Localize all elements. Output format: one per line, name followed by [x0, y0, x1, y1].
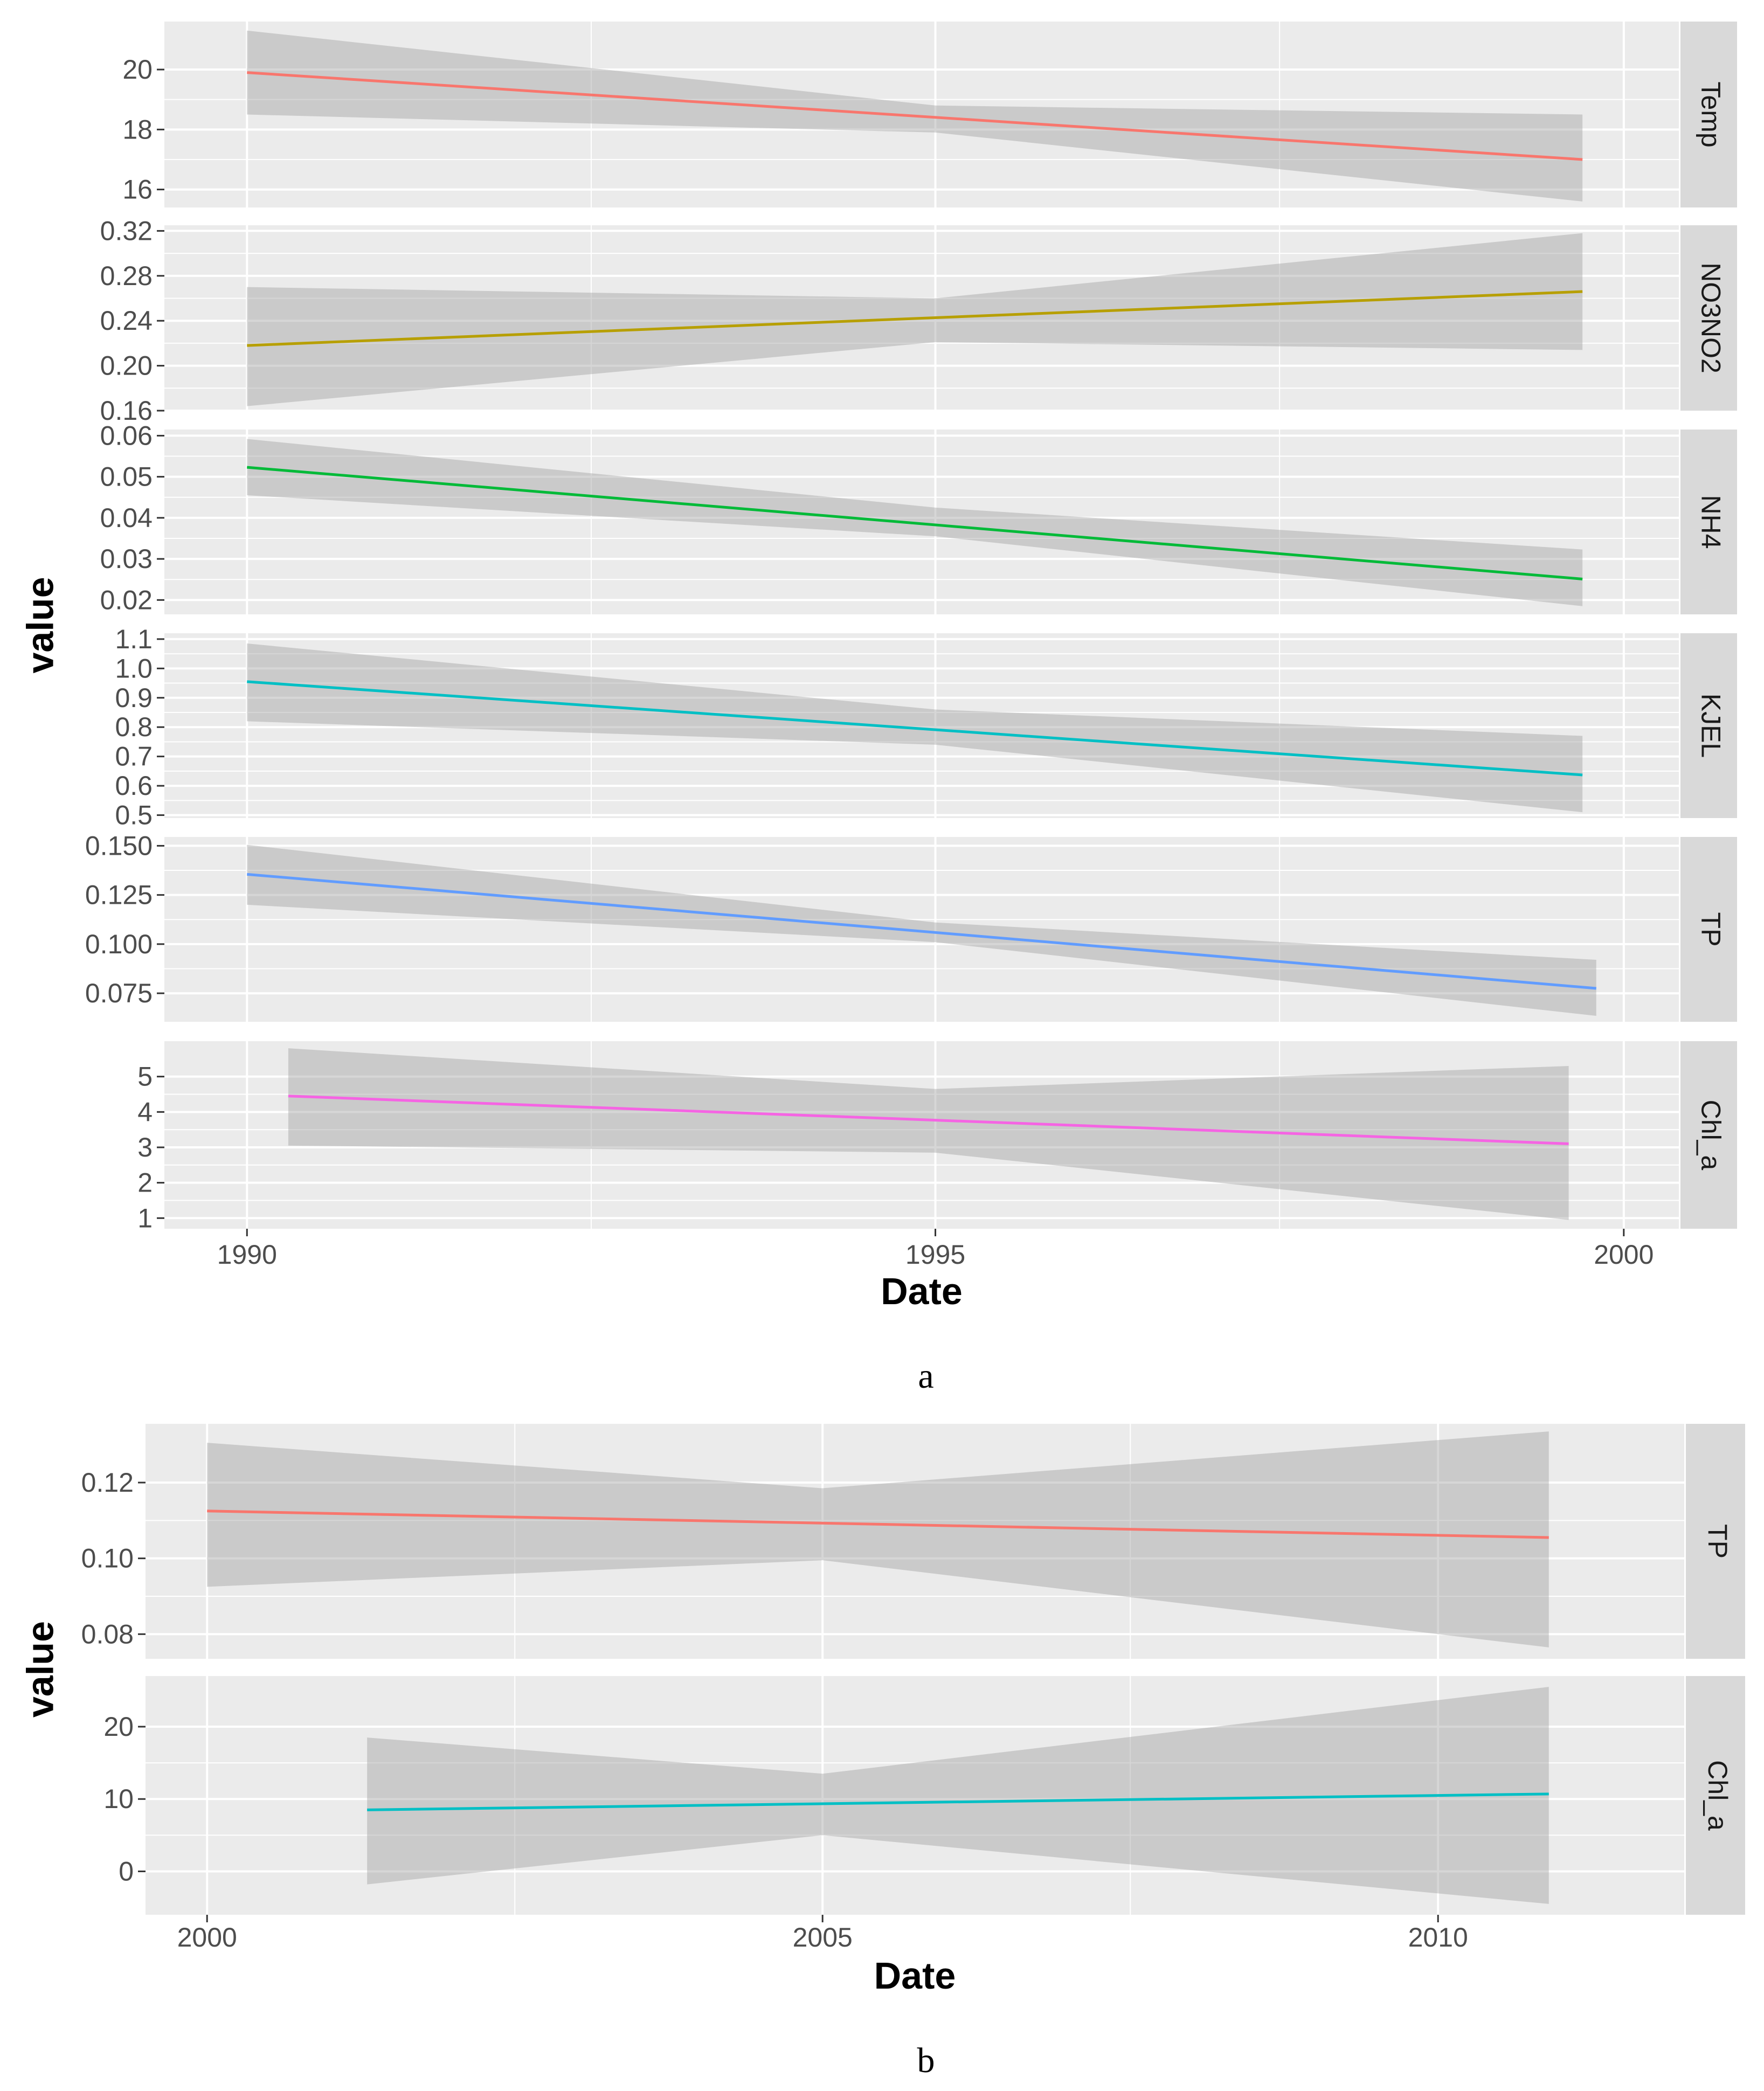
y-tick-label: 1.1 — [115, 624, 153, 654]
facet-strip — [1680, 837, 1737, 1022]
facet-strip-label: TP — [1696, 912, 1726, 947]
y-tick-label: 20 — [103, 1712, 134, 1742]
facet-strip-label: Chl_a — [1703, 1760, 1733, 1831]
facet-strip-label: NH4 — [1696, 495, 1726, 549]
y-tick-label: 4 — [137, 1097, 153, 1127]
y-tick-label: 0.5 — [115, 800, 153, 830]
y-tick-label: 5 — [137, 1062, 153, 1092]
y-tick-label: 0.125 — [85, 880, 153, 910]
y-tick-label: 18 — [122, 114, 153, 144]
facet-strip — [1680, 225, 1737, 411]
y-tick-label: 0.03 — [100, 544, 153, 574]
trend-line — [247, 680, 1583, 777]
x-tick-label: 2000 — [177, 1922, 237, 1952]
panel-background — [146, 1424, 1684, 1659]
x-tick-label: 2000 — [1594, 1240, 1654, 1270]
y-tick-label: 0.04 — [100, 503, 153, 533]
facet-strip — [1680, 633, 1737, 818]
y-tick-label: 0.06 — [100, 420, 153, 451]
y-tick-label: 10 — [103, 1784, 134, 1814]
facet-strip-label: NO3NO2 — [1696, 262, 1726, 373]
confidence-band — [207, 1431, 1549, 1647]
panel-background — [164, 837, 1679, 1022]
trend-line — [247, 873, 1596, 990]
chart-a: 16 18 20 Temp 0.16 0.20 0.24 0.28 0.32 NO3NO2 0.02… — [19, 22, 1737, 1396]
y-tick-label: 0 — [119, 1856, 134, 1886]
y-tick-label: 0.16 — [100, 396, 153, 426]
y-tick-label: 0.20 — [100, 351, 153, 381]
y-tick-label: 0.08 — [81, 1619, 134, 1649]
y-tick-label: 0.02 — [100, 585, 153, 615]
panel-nh4: 0.02 0.03 0.04 0.05 0.06 NH4 — [100, 420, 1737, 615]
panel-chl_a: 0 10 20 Chl_a — [103, 1676, 1745, 1915]
panel-background — [164, 22, 1679, 207]
y-tick-label: 0.8 — [115, 712, 153, 742]
x-tick-label: 1990 — [217, 1240, 277, 1270]
y-tick-label: 0.32 — [100, 216, 153, 246]
facet-strip — [1680, 1041, 1737, 1229]
facet-strip-label: Chl_a — [1696, 1100, 1726, 1171]
panel-kjel: 0.50.60.70.80.91.01.1 KJEL — [115, 624, 1737, 830]
facet-strip — [1680, 430, 1737, 614]
trend-line — [247, 290, 1583, 347]
y-tick-label: 0.9 — [115, 683, 153, 713]
confidence-band — [367, 1687, 1549, 1904]
x-tick-label: 2005 — [793, 1922, 853, 1952]
figure-caption: b — [917, 2041, 935, 2080]
panel-background — [164, 633, 1679, 818]
facet-strip — [1686, 1424, 1745, 1659]
panel-no3no2: 0.16 0.20 0.24 0.28 0.32 NO3NO2 — [100, 216, 1737, 426]
y-tick-label: 1 — [137, 1203, 153, 1233]
y-axis-title: value — [19, 577, 61, 674]
facet-strip-label: Temp — [1696, 81, 1726, 147]
panel-tp: 0.075 0.100 0.125 0.150 TP — [85, 830, 1737, 1022]
facet-strip — [1686, 1676, 1745, 1915]
trend-line — [367, 1792, 1549, 1811]
y-tick-label: 1.0 — [115, 653, 153, 683]
x-tick-label: 1995 — [905, 1240, 965, 1270]
facet-strip — [1680, 22, 1737, 207]
y-tick-label: 2 — [137, 1168, 153, 1198]
panel-tp: 0.08 0.10 0.12 TP — [81, 1424, 1745, 1659]
y-axis-title: value — [19, 1621, 61, 1718]
confidence-band — [288, 1048, 1569, 1220]
trend-line — [288, 1095, 1569, 1145]
y-tick-label: 0.6 — [115, 771, 153, 801]
trend-line — [247, 71, 1583, 161]
y-tick-label: 0.05 — [100, 462, 153, 492]
trend-line — [207, 1510, 1549, 1539]
facet-strip-label: KJEL — [1696, 694, 1726, 758]
trend-line — [247, 466, 1583, 580]
y-tick-label: 0.7 — [115, 742, 153, 772]
y-tick-label: 0.150 — [85, 830, 153, 861]
y-tick-label: 0.24 — [100, 306, 153, 336]
y-tick-label: 16 — [122, 175, 153, 205]
panel-background — [164, 1041, 1679, 1229]
y-tick-label: 0.28 — [100, 261, 153, 291]
y-tick-label: 0.12 — [81, 1467, 134, 1498]
y-tick-label: 20 — [122, 54, 153, 85]
x-tick-label: 2010 — [1408, 1922, 1468, 1952]
y-tick-label: 0.10 — [81, 1543, 134, 1574]
y-tick-label: 0.075 — [85, 978, 153, 1008]
chart-b: 0.08 0.10 0.12 TP 0 10 20 Chl_a 2000 2005 2010 Date… — [19, 1424, 1745, 2080]
panel-chl_a: 1 2 3 4 5 Chl_a — [137, 1041, 1737, 1233]
panel-background — [164, 430, 1679, 614]
y-tick-label: 0.100 — [85, 929, 153, 959]
facet-strip-label: TP — [1703, 1524, 1733, 1559]
panel-temp: 16 18 20 Temp — [122, 22, 1737, 207]
x-axis-title: Date — [881, 1270, 963, 1312]
x-axis-title: Date — [874, 1955, 956, 1997]
figure-caption: a — [918, 1356, 933, 1396]
y-tick-label: 3 — [137, 1132, 153, 1162]
